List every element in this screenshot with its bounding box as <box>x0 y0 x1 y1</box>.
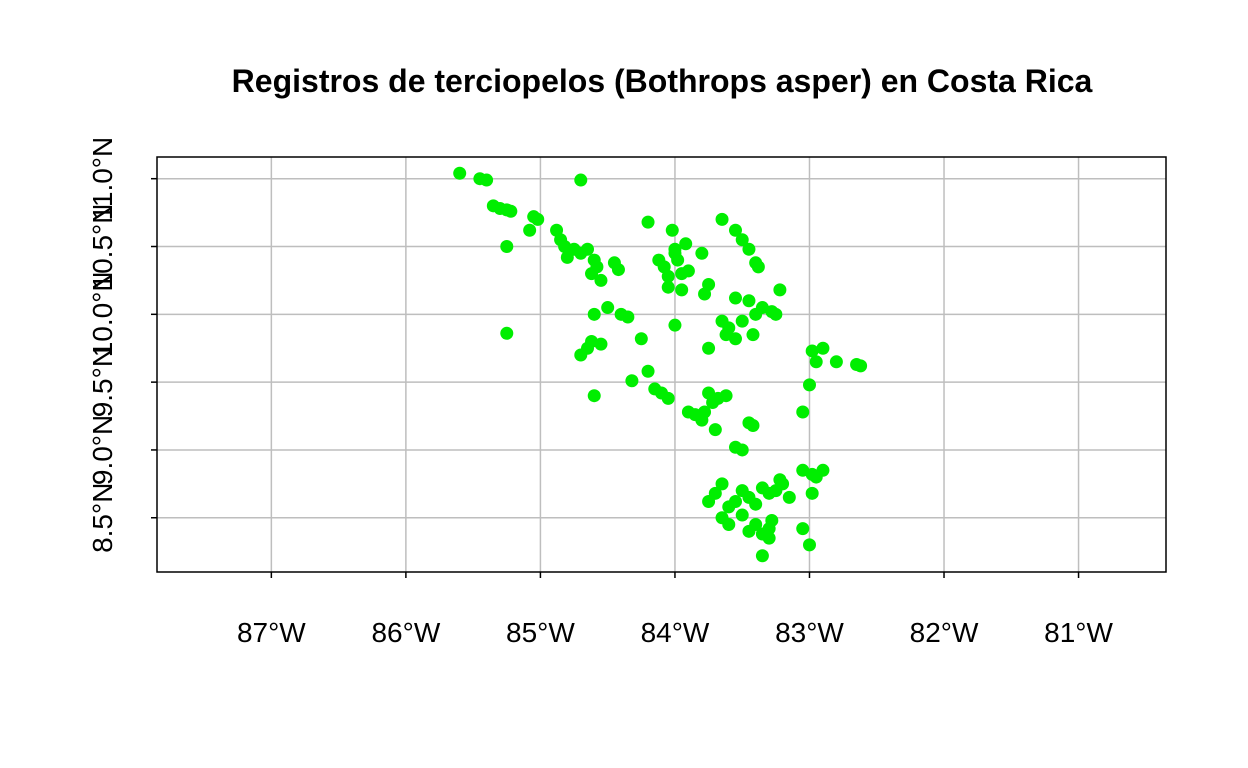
x-tick-label: 82°W <box>910 617 979 648</box>
data-point <box>634 332 648 346</box>
data-point <box>749 307 763 321</box>
data-point <box>728 494 742 508</box>
data-point <box>746 328 760 342</box>
data-point <box>523 223 537 237</box>
x-tick-label: 87°W <box>237 617 306 648</box>
data-point <box>719 389 733 403</box>
y-tick-label: 10.5°N <box>87 204 118 290</box>
data-point <box>742 242 756 256</box>
data-point <box>735 508 749 522</box>
y-tick-label: 8.5°N <box>87 483 118 553</box>
x-tick-label: 86°W <box>371 617 440 648</box>
data-point <box>708 423 722 437</box>
data-point <box>762 522 776 536</box>
data-point <box>809 355 823 369</box>
y-tick-label: 9.5°N <box>87 347 118 417</box>
y-tick-label: 11.0°N <box>87 137 118 221</box>
data-point <box>769 307 783 321</box>
data-point <box>531 212 545 226</box>
data-point <box>500 326 514 340</box>
data-point <box>715 212 729 226</box>
plot-frame <box>156 156 1167 573</box>
data-point <box>601 301 615 315</box>
data-point <box>574 348 588 362</box>
data-point <box>480 173 494 187</box>
y-tick-label: 10.0°N <box>87 271 118 357</box>
data-point <box>671 253 685 267</box>
data-point <box>782 490 796 504</box>
data-points <box>453 166 868 563</box>
data-point <box>755 549 769 563</box>
data-point <box>805 486 819 500</box>
x-tick-label: 83°W <box>775 617 844 648</box>
data-point <box>587 389 601 403</box>
data-point <box>675 283 689 297</box>
data-point <box>816 341 830 355</box>
data-point <box>679 237 693 251</box>
y-axis-labels: 8.5°N9.0°N9.5°N10.0°N10.5°N11.0°N <box>87 137 157 553</box>
data-point <box>728 291 742 305</box>
data-point <box>796 405 810 419</box>
data-point <box>735 443 749 457</box>
y-tick-label: 9.0°N <box>87 415 118 485</box>
data-point <box>702 341 716 355</box>
data-point <box>715 477 729 491</box>
data-point <box>625 374 639 388</box>
data-point <box>706 395 720 409</box>
data-point <box>574 173 588 187</box>
chart-title: Registros de terciopelos (Bothrops asper… <box>232 63 1093 99</box>
data-point <box>854 359 868 373</box>
data-point <box>641 364 655 378</box>
data-point <box>661 280 675 294</box>
data-point <box>500 240 514 254</box>
data-point <box>665 223 679 237</box>
data-point <box>681 264 695 278</box>
data-point <box>722 518 736 532</box>
data-point <box>668 318 682 332</box>
data-point <box>453 166 467 180</box>
data-point <box>802 538 816 552</box>
data-point <box>661 391 675 405</box>
data-point <box>587 307 601 321</box>
grid-lines <box>157 157 1166 572</box>
data-point <box>641 215 655 229</box>
x-tick-label: 84°W <box>641 617 710 648</box>
x-tick-label: 85°W <box>506 617 575 648</box>
data-point <box>585 267 599 281</box>
data-point <box>749 497 763 511</box>
data-point <box>695 246 709 260</box>
data-point <box>735 233 749 247</box>
data-point <box>773 283 787 297</box>
data-point <box>668 242 682 256</box>
data-point <box>742 416 756 430</box>
data-point <box>816 463 830 477</box>
data-point <box>708 486 722 500</box>
data-point <box>762 531 776 545</box>
data-point <box>751 260 765 274</box>
data-point <box>749 518 763 532</box>
data-point <box>560 250 574 264</box>
data-point <box>728 332 742 346</box>
data-point <box>773 473 787 487</box>
x-axis-labels: 87°W 86°W 85°W 84°W 83°W 82°W 81°W <box>237 572 1114 648</box>
data-point <box>728 223 742 237</box>
data-point <box>661 269 675 283</box>
data-point <box>742 294 756 308</box>
data-point <box>829 355 843 369</box>
data-point <box>698 287 712 301</box>
data-point <box>594 337 608 351</box>
data-point <box>594 273 608 287</box>
data-point <box>611 263 625 277</box>
data-point <box>805 344 819 358</box>
data-point <box>698 405 712 419</box>
data-point <box>504 204 518 218</box>
data-point <box>796 522 810 536</box>
data-point <box>802 378 816 392</box>
x-tick-label: 81°W <box>1044 617 1113 648</box>
data-point <box>581 242 595 256</box>
data-point <box>621 310 635 324</box>
data-point <box>735 314 749 328</box>
